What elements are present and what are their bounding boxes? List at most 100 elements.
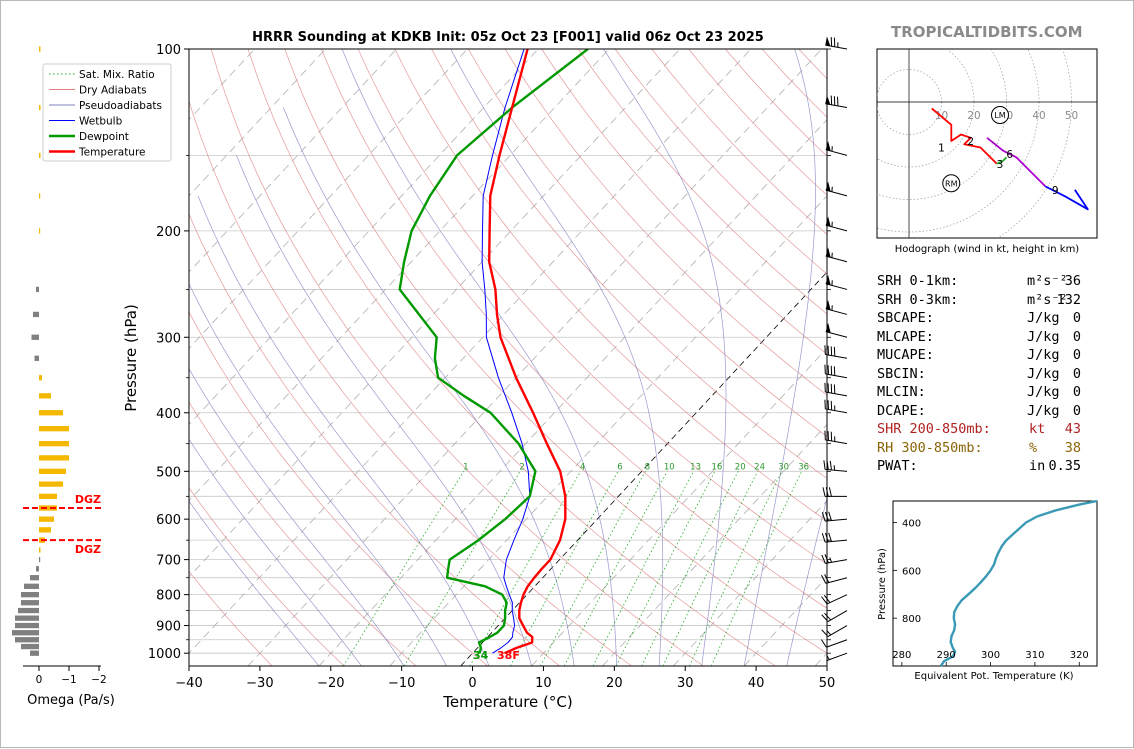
wind-barb [825, 95, 847, 108]
barb-flag [826, 323, 831, 333]
dgz-label: DGZ [75, 543, 101, 556]
pseudoadiabat [109, 284, 362, 666]
dgz-label: DGZ [75, 493, 101, 506]
wind-barb [826, 247, 847, 261]
barb-flag [826, 247, 831, 257]
stats-unit: J/kg [1027, 346, 1060, 365]
hodograph-ring-label: 50 [1065, 110, 1078, 122]
x-tick-label: −10 [388, 676, 415, 691]
wind-barb [822, 626, 847, 637]
omega-bar [39, 441, 69, 446]
stats-label: SBCAPE: [877, 309, 934, 328]
omega-bar [15, 623, 39, 628]
y-tick-label: 100 [156, 43, 181, 58]
legend-entry: Dewpoint [79, 131, 129, 143]
stats-unit: % [1029, 439, 1037, 458]
wind-barb [825, 365, 847, 378]
chart-title: HRRR Sounding at KDKB Init: 05z Oct 23 [… [252, 30, 764, 45]
skewt-y-label: Pressure (hPa) [122, 304, 140, 412]
omega-bar [39, 393, 51, 398]
legend-entry: Pseudoadiabats [79, 100, 162, 112]
legend-entry: Dry Adiabats [79, 85, 147, 97]
omega-bar [12, 630, 39, 635]
omega-bar [15, 616, 39, 621]
mixing-ratio-label: 13 [690, 462, 701, 472]
stats-label: MLCAPE: [877, 328, 934, 347]
omega-bar [39, 153, 41, 158]
barb-half [827, 631, 830, 635]
omega-bar [36, 566, 39, 571]
omega-bar [36, 287, 39, 292]
legend-entry: Wetbulb [79, 116, 123, 128]
wind-barb [825, 36, 847, 49]
legend-entry: Temperature [78, 147, 146, 159]
omega-x-tick-label: −1 [61, 674, 76, 686]
stats-label: MUCAPE: [877, 346, 934, 365]
y-tick-label: 1000 [148, 647, 181, 662]
isotherm [177, 49, 751, 666]
mixing-ratio-label: 36 [798, 462, 809, 472]
omega-bar [39, 46, 41, 51]
wind-barbs [821, 36, 847, 660]
stats-label: MLCIN: [877, 383, 926, 402]
barb-flag [826, 275, 831, 285]
y-tick-label: 600 [156, 513, 181, 528]
x-tick-label: −30 [246, 676, 273, 691]
theta-e-frame [893, 501, 1097, 666]
theta-e-y-label: Pressure (hPa) [877, 548, 888, 620]
pseudoadiabat [451, 49, 663, 666]
mixing-ratio-line [404, 471, 520, 666]
theta-e-x-tick-label: 280 [892, 650, 911, 661]
y-tick-label: 200 [156, 225, 181, 240]
barb-staff [826, 653, 847, 661]
wind-barb [826, 275, 847, 289]
omega-bar [39, 228, 40, 233]
theta-e-x-label: Equivalent Pot. Temperature (K) [914, 671, 1073, 682]
omega-bar [39, 193, 40, 198]
mixing-ratio-line [564, 471, 667, 666]
barb-full [822, 533, 825, 542]
omega-bar [39, 494, 57, 499]
storm-motion-label: LM [994, 111, 1005, 120]
stats-label: DCAPE: [877, 402, 926, 421]
omega-bar [21, 644, 39, 649]
barb-staff [825, 354, 847, 358]
mixing-ratio-label: 10 [664, 462, 675, 472]
pseudoadiabat [84, 310, 319, 666]
wind-barb [826, 653, 847, 661]
isotherm [248, 49, 822, 666]
stats-unit: J/kg [1027, 402, 1060, 421]
mixing-ratio-label: 16 [711, 462, 722, 472]
omega-bar [18, 608, 39, 613]
x-tick-label: 20 [606, 676, 623, 691]
hodograph-height-label: 2 [967, 136, 974, 148]
wind-barb [822, 611, 847, 622]
theta-e-y-tick-label: 600 [902, 566, 921, 577]
stats-label: PWAT: [877, 457, 918, 476]
y-tick-label: 700 [156, 554, 181, 569]
mixing-ratio-label: 4 [580, 462, 585, 472]
mixing-ratio-line [689, 471, 781, 666]
theta-e-x-tick-label: 310 [1025, 650, 1044, 661]
pseudoadiabat [135, 256, 404, 666]
x-tick-label: 10 [535, 676, 552, 691]
y-tick-label: 400 [156, 407, 181, 422]
x-tick-label: −40 [175, 676, 202, 691]
omega-x-tick-label: 0 [36, 674, 43, 686]
mixing-ratio-label: 8 [645, 462, 650, 472]
stats-unit: in [1029, 457, 1045, 476]
dry-adiabat [321, 49, 919, 666]
wind-barb [825, 345, 847, 358]
wind-barb [825, 431, 847, 444]
barb-full [821, 639, 826, 647]
barb-flag [826, 181, 831, 191]
omega-bar [39, 375, 42, 380]
temperature-line [489, 49, 565, 653]
pseudoadiabat [198, 196, 489, 666]
x-tick-label: −20 [317, 676, 344, 691]
barb-flag [825, 36, 830, 46]
wind-barb [826, 141, 847, 155]
omega-bar [39, 481, 63, 486]
barb-staff [825, 45, 847, 49]
